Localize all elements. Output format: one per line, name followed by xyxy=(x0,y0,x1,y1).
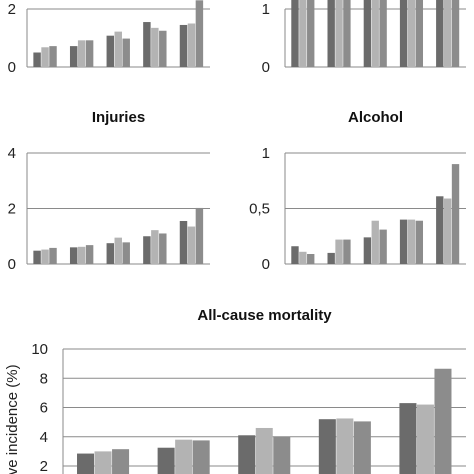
bar xyxy=(371,0,379,67)
bar xyxy=(343,0,351,67)
bar xyxy=(436,0,444,67)
bar xyxy=(157,447,175,474)
bar xyxy=(85,40,94,67)
y-tick-label: 6 xyxy=(40,400,48,417)
y-tick-label: 10 xyxy=(31,341,48,358)
bar xyxy=(416,404,434,474)
y-tick-label: 0 xyxy=(8,256,16,273)
bar xyxy=(159,233,167,264)
y-tick-label: 2 xyxy=(8,1,16,18)
y-tick-label: 1 xyxy=(262,1,270,18)
y-tick-label: 0 xyxy=(8,59,16,76)
y-tick-label: 2 xyxy=(8,201,16,218)
bar xyxy=(33,250,41,264)
bar xyxy=(415,220,424,264)
y-tick-label: 0 xyxy=(262,59,270,76)
bar xyxy=(192,440,210,474)
y-tick-label: 4 xyxy=(40,429,48,446)
bar xyxy=(291,246,299,264)
bar xyxy=(363,237,372,264)
bar xyxy=(371,220,379,264)
bar xyxy=(94,451,112,474)
bar xyxy=(451,164,460,264)
bar xyxy=(307,0,315,67)
bar xyxy=(49,46,57,67)
bar xyxy=(238,435,256,474)
bar xyxy=(399,403,417,474)
bar xyxy=(114,31,122,67)
bar xyxy=(114,237,122,264)
bar xyxy=(399,0,408,67)
bar xyxy=(143,22,151,67)
bar xyxy=(307,254,315,264)
bar xyxy=(443,198,452,264)
bar xyxy=(299,251,307,264)
y-tick-label: 0 xyxy=(262,256,270,273)
bar xyxy=(255,427,273,474)
bar xyxy=(122,242,130,264)
bar xyxy=(106,243,115,264)
bar xyxy=(299,0,307,67)
bar xyxy=(335,239,343,264)
panel-title: Injuries xyxy=(92,109,145,126)
bar xyxy=(69,46,78,67)
y-tick-label: 2 xyxy=(40,458,48,474)
bar xyxy=(175,439,193,474)
y-tick-label: 8 xyxy=(40,370,48,387)
bar xyxy=(434,368,452,474)
bar xyxy=(85,245,94,264)
bar xyxy=(379,229,387,264)
bar xyxy=(179,24,188,67)
y-tick-label: 1 xyxy=(262,145,270,162)
bar xyxy=(77,246,86,264)
bar xyxy=(187,23,196,67)
bar xyxy=(379,0,387,67)
bar xyxy=(407,219,416,264)
bar xyxy=(407,0,416,67)
bar xyxy=(195,207,204,264)
bar xyxy=(143,236,151,264)
bar xyxy=(49,247,57,264)
bar xyxy=(318,419,336,474)
bar xyxy=(363,0,372,67)
bar xyxy=(399,219,408,264)
bar xyxy=(77,40,86,67)
panel-title: Alcohol xyxy=(348,109,403,126)
bar xyxy=(106,35,115,67)
panel-title: All-cause mortality xyxy=(197,307,332,324)
bar xyxy=(33,52,41,67)
bar xyxy=(451,0,460,67)
bar xyxy=(179,220,188,264)
bar xyxy=(436,196,444,264)
bar xyxy=(353,421,371,474)
y-axis-label: ive incidence (%) xyxy=(4,364,21,474)
bar xyxy=(415,0,424,67)
bar xyxy=(77,453,95,474)
bar xyxy=(151,230,159,264)
bar xyxy=(195,0,204,67)
bar xyxy=(327,0,335,67)
bar xyxy=(443,0,452,67)
bar xyxy=(343,239,351,264)
bar xyxy=(112,449,130,474)
bar xyxy=(273,436,291,474)
bar xyxy=(41,47,49,67)
bar xyxy=(336,418,354,474)
bar xyxy=(151,27,159,68)
bar xyxy=(187,226,196,264)
bar xyxy=(335,0,343,67)
y-tick-label: 4 xyxy=(8,145,16,162)
bar xyxy=(327,252,335,264)
bar xyxy=(291,0,299,67)
bar xyxy=(122,38,130,67)
bar xyxy=(69,247,78,264)
y-tick-label: 0,5 xyxy=(249,201,270,218)
bar xyxy=(159,30,167,67)
bar xyxy=(41,249,49,264)
